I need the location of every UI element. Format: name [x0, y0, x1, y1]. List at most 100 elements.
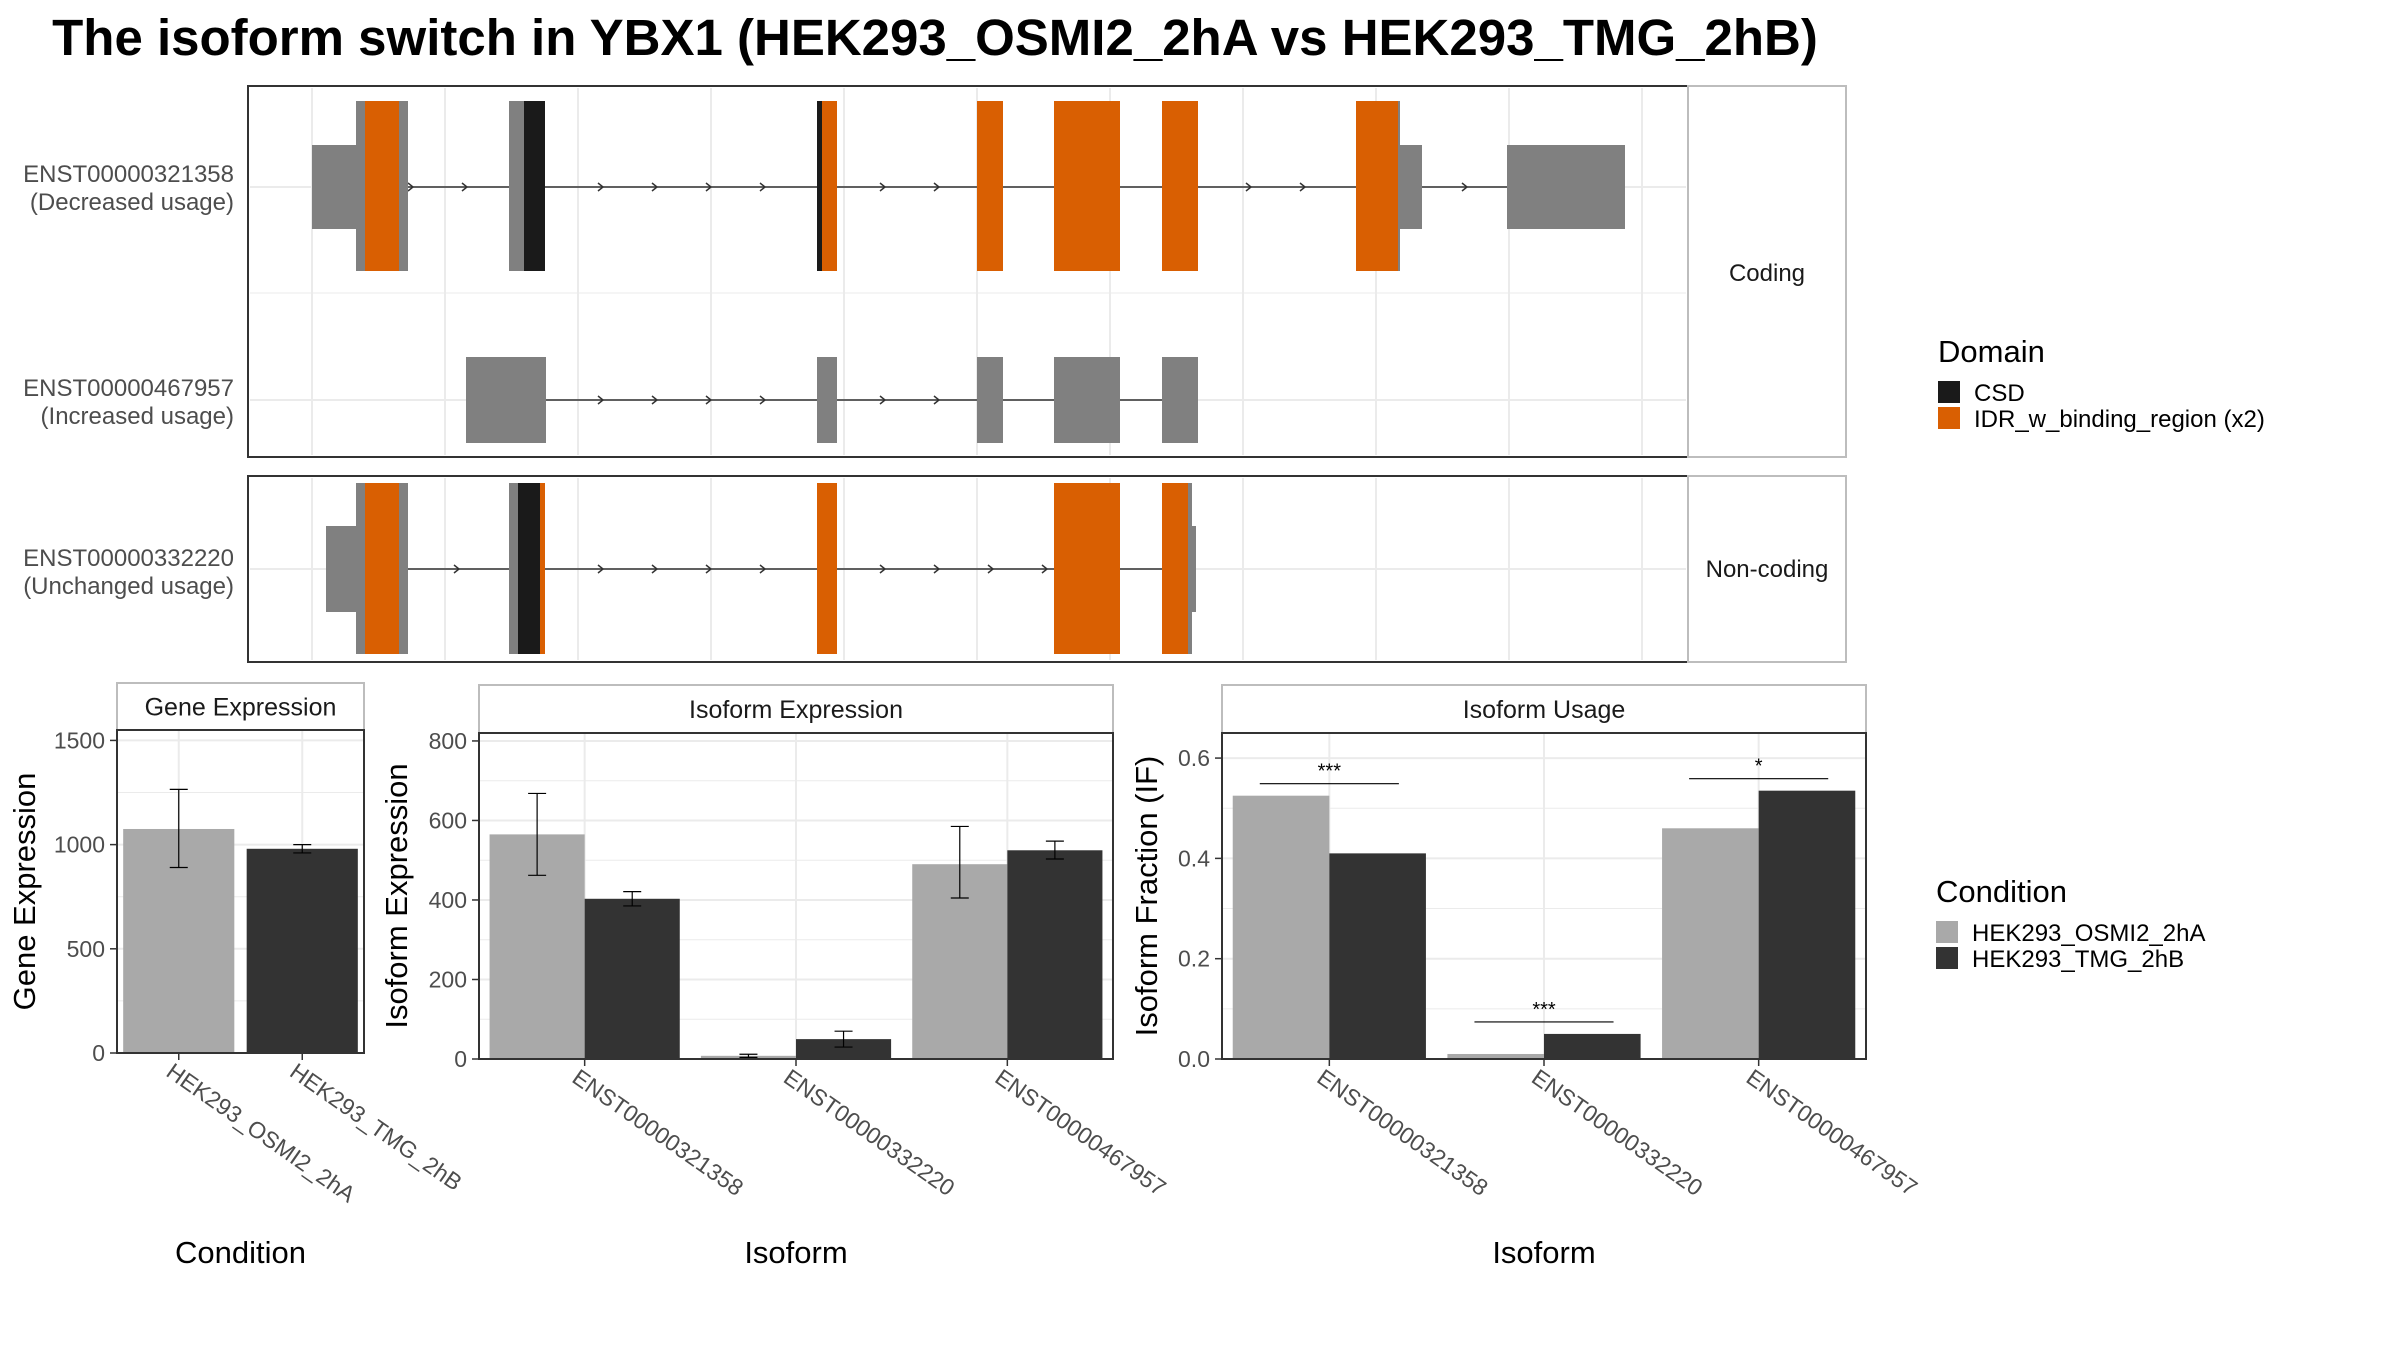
x-tick-label: ENST00000332220 [1527, 1064, 1707, 1201]
idr-domain [1054, 101, 1120, 271]
idr-domain [1054, 483, 1120, 654]
y-tick-label: 600 [429, 807, 467, 833]
x-tick-label: ENST00000467957 [990, 1064, 1170, 1201]
bar [584, 898, 680, 1059]
bar [1329, 853, 1426, 1059]
isoform-expression-chart: Isoform Expression 0 200 400 600 800 ENST00000… [379, 684, 1171, 1270]
transcript-label-1-id: ENST00000321358 [23, 161, 234, 188]
bar [1232, 795, 1330, 1059]
condition-legend-title: Condition [1936, 874, 2067, 909]
panel-title: Gene Expression [145, 694, 337, 722]
significance-label: *** [1532, 999, 1556, 1021]
y-tick-label: 0.2 [1178, 946, 1210, 972]
legend-label-csd: CSD [1974, 380, 2025, 407]
transcript-track-3 [326, 483, 1196, 654]
y-tick-label: 0 [92, 1040, 105, 1066]
bar [1662, 828, 1759, 1059]
y-tick-label: 400 [429, 887, 467, 913]
intron-arrows [407, 182, 1469, 192]
y-axis-title: Gene Expression [7, 773, 42, 1011]
noncoding-strip [1687, 475, 1847, 663]
y-tick-label: 800 [429, 728, 467, 754]
idr-domain [365, 101, 399, 271]
condition-legend: Condition HEK293_OSMI2_2hA HEK293_TMG_2h… [1936, 874, 2205, 973]
panel-border [116, 729, 365, 1054]
exon [977, 357, 1003, 443]
bar [1544, 1033, 1641, 1059]
bar [1447, 1053, 1544, 1059]
intron-arrows [453, 564, 1049, 574]
bar [246, 848, 358, 1053]
legend-key-csd [1938, 381, 1960, 403]
domain-legend: Domain CSD IDR_w_binding_region (x2) [1938, 334, 2265, 433]
x-tick-label: ENST00000321358 [568, 1064, 748, 1201]
isoform-usage-chart: Isoform Usage*******0.00.20.40.6ENST0000… [1129, 684, 1922, 1270]
facet-strip [1221, 684, 1867, 734]
idr-domain [1162, 483, 1188, 654]
transcript-label-2-id: ENST00000467957 [23, 375, 234, 402]
x-axis-title: Condition [175, 1235, 306, 1270]
csd-domain [524, 101, 545, 271]
y-tick-label: 0.4 [1178, 845, 1210, 871]
csd-domain [817, 101, 822, 271]
exon [817, 357, 837, 443]
legend-label-cond-b: HEK293_TMG_2hB [1972, 946, 2184, 973]
y-tick-label: 200 [429, 966, 467, 992]
y-axis-title: Isoform Expression [379, 763, 414, 1028]
exon [1054, 357, 1120, 443]
coding-strip [1687, 85, 1847, 458]
panel-title: Isoform Usage [1463, 696, 1626, 724]
y-axis-title: Isoform Fraction (IF) [1129, 756, 1164, 1037]
intron-arrows [597, 395, 941, 405]
x-tick-label: ENST00000332220 [779, 1064, 959, 1201]
y-tick-label: 1000 [54, 832, 105, 858]
legend-key-cond-a [1936, 921, 1958, 943]
legend-label-cond-a: HEK293_OSMI2_2hA [1972, 920, 2205, 947]
y-tick-label: 0 [454, 1046, 467, 1072]
x-axis-title: Isoform [744, 1235, 847, 1270]
transcript-label-2-note: (Increased usage) [41, 403, 234, 430]
transcript-track-2 [466, 357, 1198, 443]
domain-legend-title: Domain [1938, 334, 2045, 369]
idr-domain [1356, 101, 1398, 271]
y-tick-label: 0.0 [1178, 1046, 1210, 1072]
exon [1186, 526, 1196, 612]
idr-domain [822, 101, 837, 271]
legend-key-cond-b [1936, 947, 1958, 969]
facet-strip [478, 684, 1114, 734]
y-tick-label: 1500 [54, 727, 105, 753]
idr-domain [540, 483, 545, 654]
legend-label-idr: IDR_w_binding_region (x2) [1974, 406, 2265, 433]
x-tick-label: ENST00000467957 [1742, 1064, 1922, 1201]
bar [1007, 850, 1103, 1059]
idr-domain [1162, 101, 1198, 271]
panel-title: Isoform Expression [689, 696, 903, 724]
y-tick-label: 500 [67, 936, 105, 962]
bar [796, 1039, 892, 1059]
transcript-labels: ENST00000321358 (Decreased usage) ENST00… [23, 161, 234, 600]
coding-strip-label: Coding [1729, 260, 1805, 287]
transcript-track-1 [312, 101, 1625, 271]
y-tick-label: 0.6 [1178, 745, 1210, 771]
x-axis-title: Isoform [1492, 1235, 1595, 1270]
transcript-label-1-note: (Decreased usage) [30, 189, 234, 216]
idr-domain [365, 483, 399, 654]
exon [312, 145, 362, 229]
coding-panel-plot-area [247, 85, 1689, 458]
csd-domain [518, 483, 540, 654]
significance-label: * [1755, 756, 1763, 778]
noncoding-strip-label: Non-coding [1706, 556, 1829, 583]
exon [1507, 145, 1625, 229]
idr-domain [817, 483, 837, 654]
noncoding-panel: Non-coding [247, 475, 1847, 663]
bar [1758, 790, 1856, 1059]
transcript-label-3-id: ENST00000332220 [23, 545, 234, 572]
exon [466, 357, 546, 443]
idr-domain [977, 101, 1003, 271]
figure-title: The isoform switch in YBX1 (HEK293_OSMI2… [52, 9, 1818, 66]
exon [1162, 357, 1198, 443]
legend-key-idr [1938, 407, 1960, 429]
transcript-label-3-note: (Unchanged usage) [23, 573, 234, 600]
significance-label: *** [1318, 761, 1342, 783]
